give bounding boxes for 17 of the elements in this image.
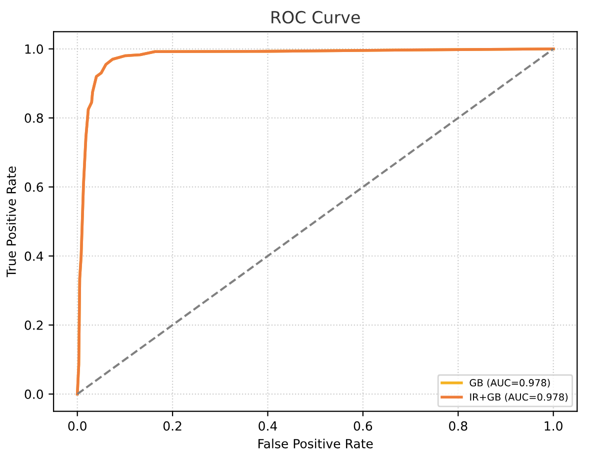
y-tick-label: 1.0 (25, 44, 43, 54)
y-tick-label: 0.8 (24, 113, 43, 123)
y-tick-label: 0.6 (24, 182, 44, 192)
y-tick-label: 0.4 (24, 251, 44, 261)
legend-label: IR+GB (AUC=0.978) (470, 393, 568, 402)
y-axis-title: True Positive Rate (6, 166, 16, 278)
y-tick-label: 0.2 (24, 320, 43, 330)
x-tick-label: 0.6 (354, 421, 372, 431)
x-tick-label: 0.2 (163, 421, 182, 431)
x-tick-label: 0.0 (68, 421, 86, 431)
x-tick-label: 0.8 (449, 421, 468, 431)
x-tick-label: 0.4 (258, 421, 277, 431)
legend-label: GB (AUC=0.978) (470, 378, 550, 388)
y-tick-label: 0.0 (24, 390, 43, 399)
x-tick-label: 1.0 (544, 421, 562, 431)
x-axis-title: False Positive Rate (258, 438, 373, 448)
chart-title: ROC Curve (272, 10, 360, 24)
